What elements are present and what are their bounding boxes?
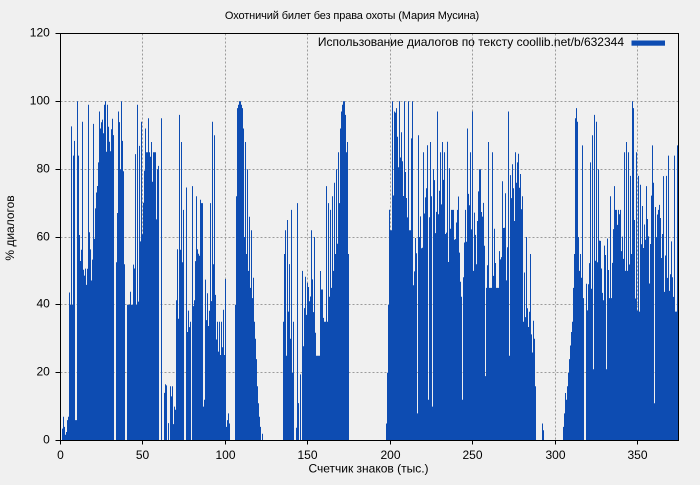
svg-text:50: 50 (136, 448, 150, 462)
svg-text:350: 350 (627, 448, 647, 462)
svg-text:200: 200 (380, 448, 400, 462)
svg-text:80: 80 (36, 161, 50, 175)
svg-text:100: 100 (30, 93, 50, 107)
svg-text:Использование диалогов по текс: Использование диалогов по тексту coollib… (318, 35, 624, 49)
svg-text:0: 0 (43, 432, 50, 446)
svg-text:250: 250 (462, 448, 482, 462)
svg-text:150: 150 (297, 448, 317, 462)
svg-text:300: 300 (545, 448, 565, 462)
svg-text:100: 100 (215, 448, 235, 462)
svg-text:60: 60 (36, 229, 50, 243)
svg-text:40: 40 (36, 296, 50, 310)
svg-text:120: 120 (30, 25, 50, 39)
svg-text:0: 0 (57, 448, 64, 462)
svg-text:20: 20 (36, 364, 50, 378)
svg-text:% диалогов: % диалогов (3, 195, 17, 260)
svg-text:Охотничий билет без права охот: Охотничий билет без права охоты (Мария М… (225, 10, 479, 22)
svg-text:Счетчик знаков (тыс.): Счетчик знаков (тыс.) (308, 462, 428, 476)
